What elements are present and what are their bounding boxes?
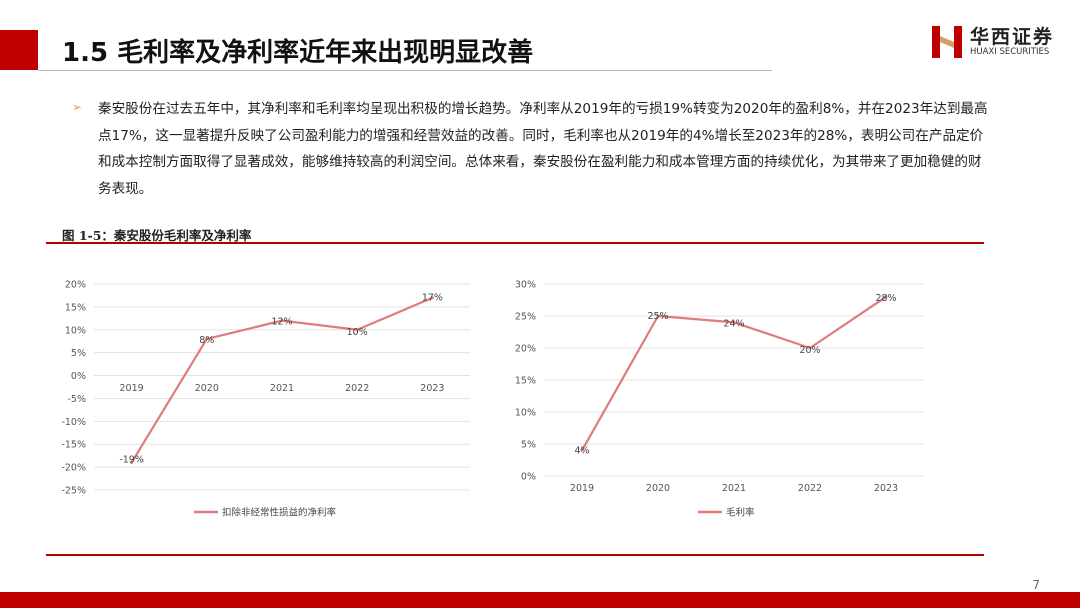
y-tick-label: 5% xyxy=(521,440,536,451)
x-tick-label: 2020 xyxy=(646,483,670,494)
x-tick-label: 2023 xyxy=(874,483,898,494)
data-label: 12% xyxy=(271,317,292,328)
page-number: 7 xyxy=(1032,578,1040,592)
y-tick-label: 5% xyxy=(71,348,86,359)
data-label: 17% xyxy=(422,293,443,304)
y-tick-label: -25% xyxy=(61,486,86,497)
data-point xyxy=(130,461,134,465)
data-point xyxy=(355,328,359,332)
data-point xyxy=(205,337,209,341)
data-label: 8% xyxy=(199,335,214,346)
net-margin-chart: 20% 15% 10% 5% 0% -5% -10% -15% -20% -25% 2019 2020… xyxy=(61,280,470,519)
page-title: 1.5 毛利率及净利率近年来出现明显改善 xyxy=(62,38,534,68)
data-label: 10% xyxy=(347,327,368,338)
y-tick-label: -15% xyxy=(61,440,86,451)
data-point xyxy=(430,296,434,300)
data-label: 25% xyxy=(647,311,668,322)
y-tick-label: 20% xyxy=(515,344,536,355)
y-tick-label: -5% xyxy=(68,394,87,405)
arrow-bullet-icon: ➢ xyxy=(72,100,83,114)
gross-margin-chart: 30% 25% 20% 15% 10% 5% 0% 2019 2020 2021 2022 2023 4… xyxy=(515,280,924,519)
data-point xyxy=(656,314,660,318)
x-tick-label: 2021 xyxy=(722,483,746,494)
y-tick-label: 20% xyxy=(65,280,86,291)
x-tick-label: 2019 xyxy=(120,383,144,394)
figure-top-rule xyxy=(46,242,984,244)
data-point xyxy=(808,346,812,350)
figure-bottom-rule xyxy=(46,554,984,556)
y-tick-label: -20% xyxy=(61,463,86,474)
y-tick-label: 15% xyxy=(65,302,86,313)
company-logo: 华西证券 HUAXI SECURITIES xyxy=(932,22,1062,62)
data-point xyxy=(884,295,888,299)
x-tick-label: 2020 xyxy=(195,383,219,394)
data-point xyxy=(732,320,736,324)
title-underline xyxy=(38,70,772,71)
legend-label: 毛利率 xyxy=(726,507,755,519)
y-tick-label: 10% xyxy=(515,408,536,419)
huaxi-logo-icon xyxy=(932,26,962,58)
x-tick-label: 2022 xyxy=(345,383,369,394)
x-tick-label: 2019 xyxy=(570,483,594,494)
y-tick-label: 15% xyxy=(515,376,536,387)
data-label: -19% xyxy=(119,455,144,466)
logo-chinese-name: 华西证券 xyxy=(970,26,1055,48)
x-tick-label: 2022 xyxy=(798,483,822,494)
data-label: 24% xyxy=(723,318,744,329)
x-tick-label: 2023 xyxy=(420,383,444,394)
figure-title: 图 1-5：秦安股份毛利率及净利率 xyxy=(62,228,252,243)
y-tick-label: -10% xyxy=(61,417,86,428)
y-tick-label: 0% xyxy=(71,371,86,382)
x-tick-label: 2021 xyxy=(270,383,294,394)
y-tick-label: 10% xyxy=(65,325,86,336)
footer-bar xyxy=(0,592,1080,608)
legend-label: 扣除非经常性损益的净利率 xyxy=(222,507,337,519)
y-tick-label: 25% xyxy=(515,312,536,323)
data-label: 28% xyxy=(875,293,896,304)
summary-paragraph: 秦安股份在过去五年中，其净利率和毛利率均呈现出积极的增长趋势。净利率从2019年… xyxy=(98,101,988,197)
logo-english-name: HUAXI SECURITIES xyxy=(970,47,1050,57)
data-point xyxy=(280,319,284,323)
y-tick-label: 30% xyxy=(515,280,536,291)
y-tick-label: 0% xyxy=(521,472,536,483)
title-accent-bar xyxy=(0,30,38,70)
data-point xyxy=(580,448,584,452)
data-label: 20% xyxy=(799,345,820,356)
data-label: 4% xyxy=(574,445,589,456)
